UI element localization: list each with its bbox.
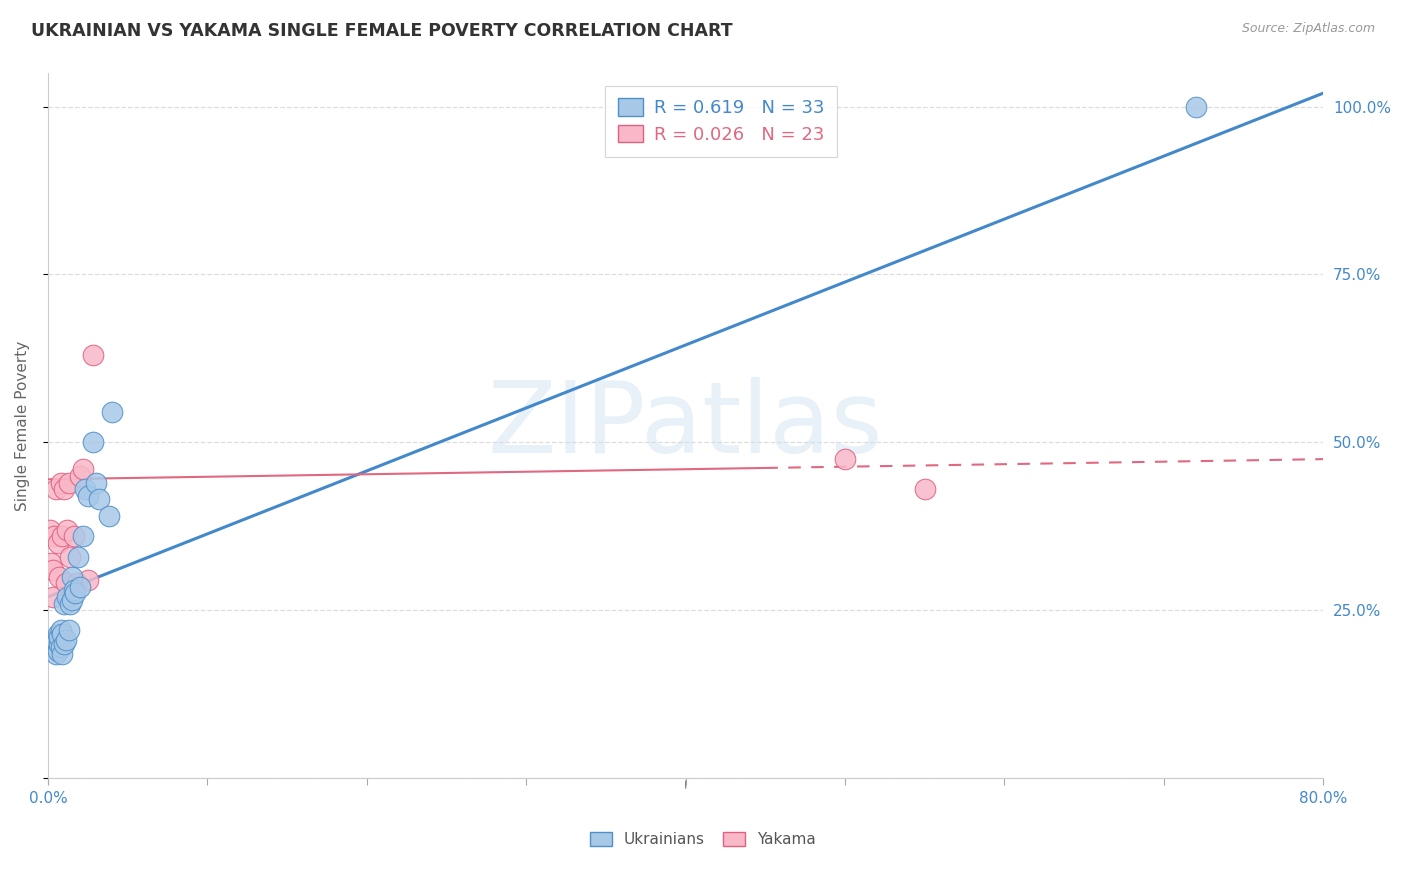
Point bbox=[51, 529, 73, 543]
Point bbox=[45, 633, 67, 648]
Point bbox=[45, 647, 67, 661]
Point bbox=[60, 593, 83, 607]
Point bbox=[42, 640, 65, 655]
Point bbox=[87, 492, 110, 507]
Point bbox=[38, 523, 60, 537]
Point bbox=[44, 637, 66, 651]
Point bbox=[72, 462, 94, 476]
Point bbox=[67, 549, 90, 564]
Point bbox=[101, 405, 124, 419]
Point bbox=[834, 452, 856, 467]
Point bbox=[51, 647, 73, 661]
Point bbox=[51, 626, 73, 640]
Point bbox=[45, 483, 67, 497]
Point bbox=[58, 475, 80, 490]
Point bbox=[66, 576, 89, 591]
Point bbox=[1184, 99, 1206, 113]
Point bbox=[48, 630, 70, 644]
Text: Source: ZipAtlas.com: Source: ZipAtlas.com bbox=[1241, 22, 1375, 36]
Point bbox=[60, 569, 83, 583]
Point bbox=[48, 637, 70, 651]
Point bbox=[56, 523, 79, 537]
Point bbox=[58, 624, 80, 638]
Point bbox=[82, 348, 104, 362]
Point bbox=[42, 590, 65, 604]
Point bbox=[49, 640, 72, 655]
Point bbox=[69, 469, 91, 483]
Point bbox=[56, 590, 79, 604]
Point bbox=[72, 529, 94, 543]
Point bbox=[53, 637, 76, 651]
Point bbox=[59, 549, 82, 564]
Point bbox=[53, 483, 76, 497]
Point bbox=[49, 624, 72, 638]
Point bbox=[63, 586, 86, 600]
Point bbox=[82, 435, 104, 450]
Point bbox=[62, 583, 84, 598]
Point bbox=[46, 643, 69, 657]
Point bbox=[48, 569, 70, 583]
Point bbox=[39, 556, 62, 570]
Legend: Ukrainians, Yakama: Ukrainians, Yakama bbox=[585, 825, 821, 853]
Point bbox=[42, 563, 65, 577]
Point bbox=[73, 483, 96, 497]
Point bbox=[49, 475, 72, 490]
Point bbox=[46, 536, 69, 550]
Point bbox=[62, 529, 84, 543]
Point bbox=[55, 633, 77, 648]
Point bbox=[84, 475, 107, 490]
Point bbox=[53, 597, 76, 611]
Text: ZIPatlas: ZIPatlas bbox=[488, 377, 883, 474]
Point bbox=[55, 576, 77, 591]
Text: UKRAINIAN VS YAKAMA SINGLE FEMALE POVERTY CORRELATION CHART: UKRAINIAN VS YAKAMA SINGLE FEMALE POVERT… bbox=[31, 22, 733, 40]
Point bbox=[77, 489, 100, 503]
Point bbox=[77, 573, 100, 587]
Point bbox=[44, 529, 66, 543]
Point bbox=[914, 483, 936, 497]
Point bbox=[59, 597, 82, 611]
Y-axis label: Single Female Poverty: Single Female Poverty bbox=[15, 341, 30, 511]
Point bbox=[69, 580, 91, 594]
Point bbox=[46, 626, 69, 640]
Point bbox=[97, 509, 120, 524]
Legend: R = 0.619   N = 33, R = 0.026   N = 23: R = 0.619 N = 33, R = 0.026 N = 23 bbox=[606, 86, 838, 157]
